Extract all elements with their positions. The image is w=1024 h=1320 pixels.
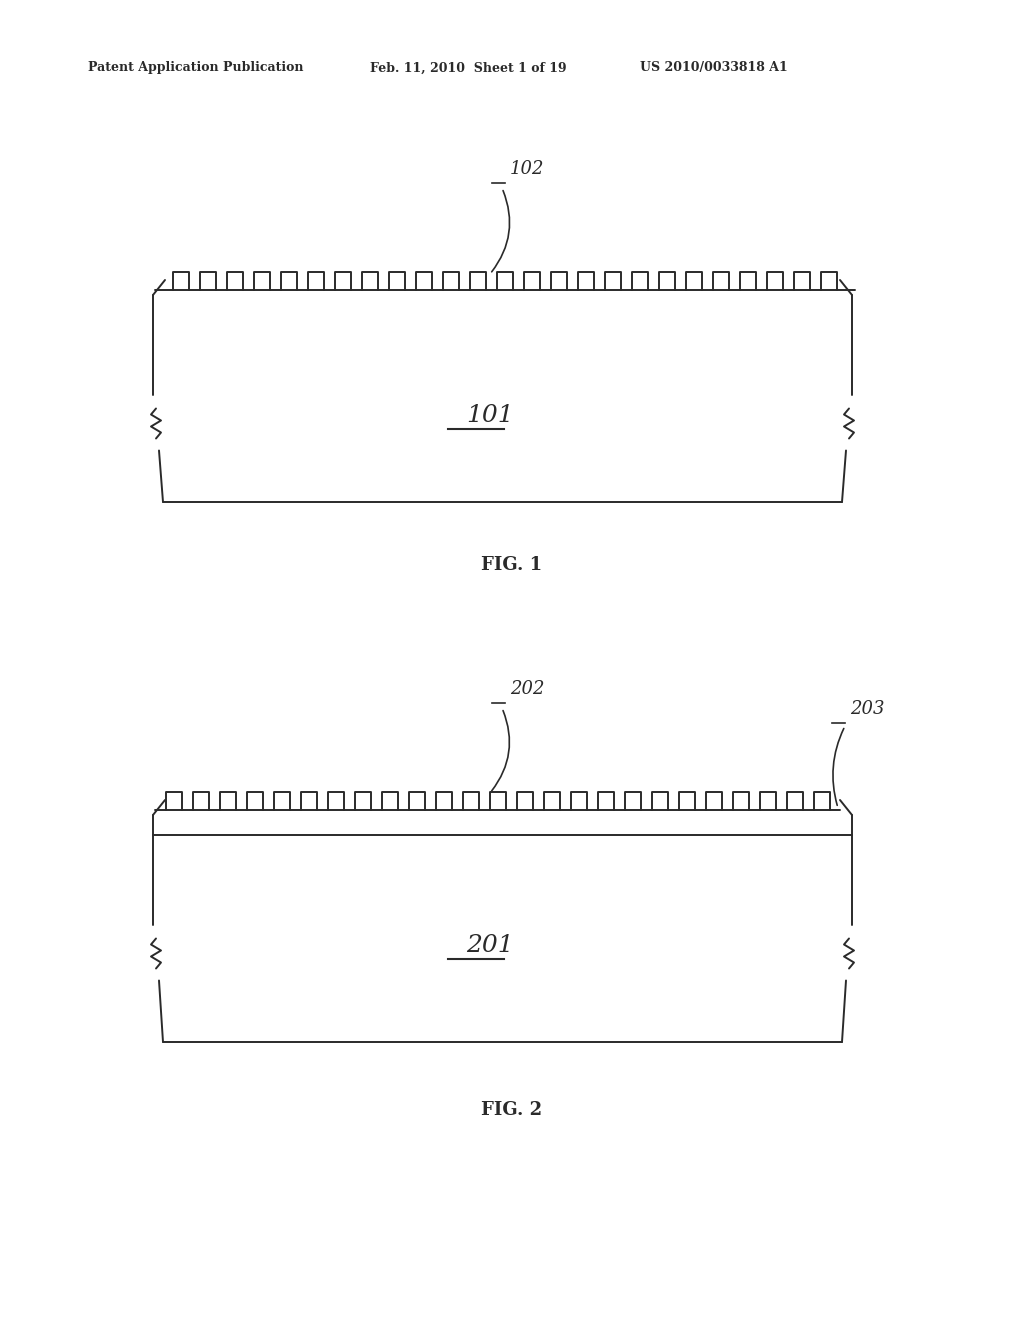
Text: 101: 101: [466, 404, 514, 426]
Text: Patent Application Publication: Patent Application Publication: [88, 62, 303, 74]
Text: Feb. 11, 2010  Sheet 1 of 19: Feb. 11, 2010 Sheet 1 of 19: [370, 62, 566, 74]
Text: 203: 203: [850, 700, 885, 718]
Text: US 2010/0033818 A1: US 2010/0033818 A1: [640, 62, 787, 74]
Text: 201: 201: [466, 933, 514, 957]
Text: 202: 202: [510, 680, 545, 698]
Text: 102: 102: [510, 160, 545, 178]
Text: FIG. 2: FIG. 2: [481, 1101, 543, 1119]
Text: FIG. 1: FIG. 1: [481, 556, 543, 574]
